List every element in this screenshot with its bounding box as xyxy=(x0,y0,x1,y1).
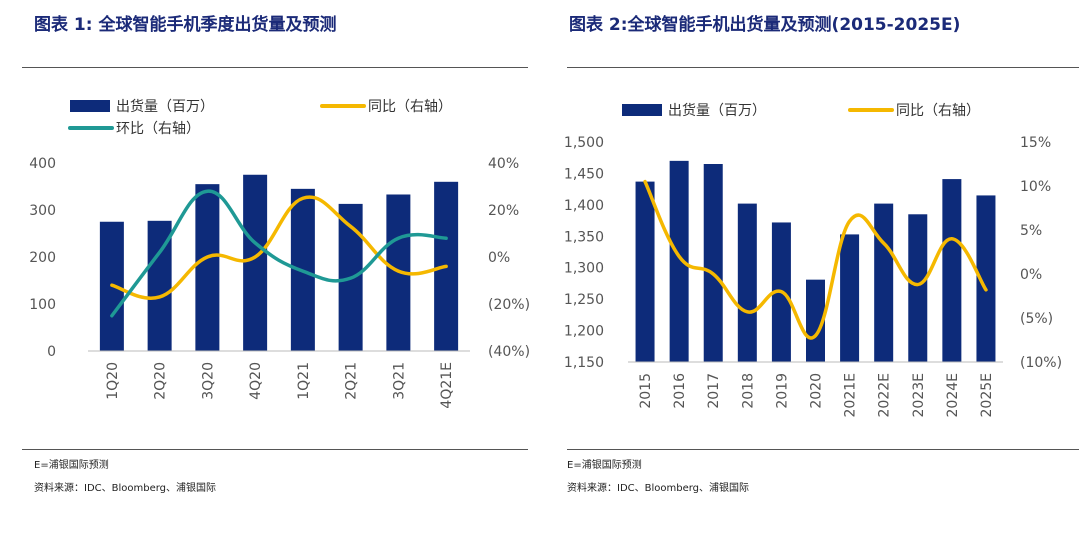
category-tick-label: 2020 xyxy=(809,373,825,409)
category-tick-label: 2017 xyxy=(706,373,722,409)
bar xyxy=(840,234,860,362)
right-axis-tick-label: 0% xyxy=(488,250,510,266)
bar xyxy=(908,214,928,362)
category-tick-label: 2019 xyxy=(774,373,790,409)
category-tick-label: 2025E xyxy=(979,373,995,417)
bar xyxy=(243,174,268,351)
bar xyxy=(806,279,825,362)
bar xyxy=(976,195,996,362)
legend-swatch-bar xyxy=(622,104,662,116)
left-axis-tick-label: 1,200 xyxy=(564,324,604,340)
chart-1-source: 资料来源：IDC、Bloomberg、浦银国际 xyxy=(34,483,217,494)
right-axis-tick-label: (40%) xyxy=(488,344,530,360)
chart-1: 0 100 200 300 400 (40%) (20%) 0% 20% 40% 1Q20 2Q20 3… xyxy=(29,98,530,409)
left-axis-tick-label: 1,150 xyxy=(564,355,604,371)
chart-panel-2: 图表 2:全球智能手机出货量及预测(2015-2025E) 1,150 1,200… xyxy=(545,0,1091,533)
chart-2-title: 图表 2:全球智能手机出货量及预测(2015-2025E) xyxy=(569,15,961,35)
legend-label: 出货量（百万） xyxy=(668,102,766,119)
left-axis-tick-label: 1,250 xyxy=(564,292,604,308)
right-axis-tick-label: (5%) xyxy=(1020,311,1053,327)
category-tick-label: 3Q21 xyxy=(391,362,407,400)
category-tick-label: 1Q21 xyxy=(296,362,312,400)
category-tick-label: 2021E xyxy=(843,373,859,417)
category-tick-label: 2024E xyxy=(945,373,961,417)
category-tick-label: 2018 xyxy=(740,373,756,409)
chart-2: 1,150 1,200 1,250 1,300 1,350 1,400 1,450 1,500… xyxy=(564,102,1062,417)
category-tick-label: 2015 xyxy=(638,373,654,409)
right-axis-tick-label: (10%) xyxy=(1020,355,1062,371)
bottom-rule xyxy=(22,449,528,450)
right-axis-tick-label: 0% xyxy=(1020,267,1042,283)
chart-2-source: 资料来源：IDC、Bloomberg、浦银国际 xyxy=(567,483,750,494)
legend-label: 环比（右轴） xyxy=(116,121,200,137)
bar xyxy=(703,164,723,362)
chart-2-note: E=浦银国际预测 xyxy=(567,460,642,471)
legend-label: 同比（右轴） xyxy=(896,103,980,119)
right-axis-tick-label: 40% xyxy=(488,156,519,172)
chart-1-title: 图表 1: 全球智能手机季度出货量及预测 xyxy=(34,15,337,35)
bottom-rule xyxy=(567,449,1079,450)
category-tick-label: 2Q21 xyxy=(344,362,360,400)
right-axis-tick-label: 20% xyxy=(488,203,519,219)
category-tick-label: 2Q20 xyxy=(153,362,169,400)
series-line xyxy=(110,189,448,318)
top-rule xyxy=(22,67,528,68)
bar xyxy=(669,160,689,362)
left-axis-tick-label: 1,500 xyxy=(564,135,604,151)
right-axis-tick-label: 10% xyxy=(1020,179,1051,195)
right-axis-tick-label: (20%) xyxy=(488,297,530,313)
right-axis-tick-label: 15% xyxy=(1020,135,1051,151)
legend-label: 出货量（百万） xyxy=(116,98,214,115)
chart-1-note: E=浦银国际预测 xyxy=(34,460,109,471)
left-axis-tick-label: 1,300 xyxy=(564,261,604,277)
bar xyxy=(874,203,894,362)
bar xyxy=(195,184,220,351)
legend-swatch-bar xyxy=(70,100,110,112)
left-axis-tick-label: 1,400 xyxy=(564,198,604,214)
bar xyxy=(635,181,655,362)
left-axis-tick-label: 0 xyxy=(47,344,56,360)
category-tick-label: 2022E xyxy=(877,373,893,417)
right-axis-tick-label: 5% xyxy=(1020,223,1042,239)
left-axis-tick-label: 200 xyxy=(29,250,56,266)
left-axis-tick-label: 100 xyxy=(29,297,56,313)
series-line xyxy=(110,195,448,300)
top-rule xyxy=(567,67,1079,68)
chart-panel-1: 图表 1: 全球智能手机季度出货量及预测 0 100 200 300 400 (40%) (… xyxy=(0,0,540,533)
left-axis-tick-label: 1,350 xyxy=(564,229,604,245)
left-axis-tick-label: 300 xyxy=(29,203,56,219)
series-line xyxy=(643,179,988,340)
category-tick-label: 3Q20 xyxy=(200,362,216,400)
category-tick-label: 2016 xyxy=(672,373,688,409)
left-axis-tick-label: 1,450 xyxy=(564,166,604,182)
legend-label: 同比（右轴） xyxy=(368,99,452,115)
left-axis-tick-label: 400 xyxy=(29,156,56,172)
bar xyxy=(737,203,757,362)
category-tick-label: 1Q20 xyxy=(105,362,121,400)
category-tick-label: 2023E xyxy=(911,373,927,417)
category-tick-label: 4Q20 xyxy=(248,362,264,400)
bar xyxy=(942,179,962,362)
category-tick-label: 4Q21E xyxy=(439,362,455,409)
